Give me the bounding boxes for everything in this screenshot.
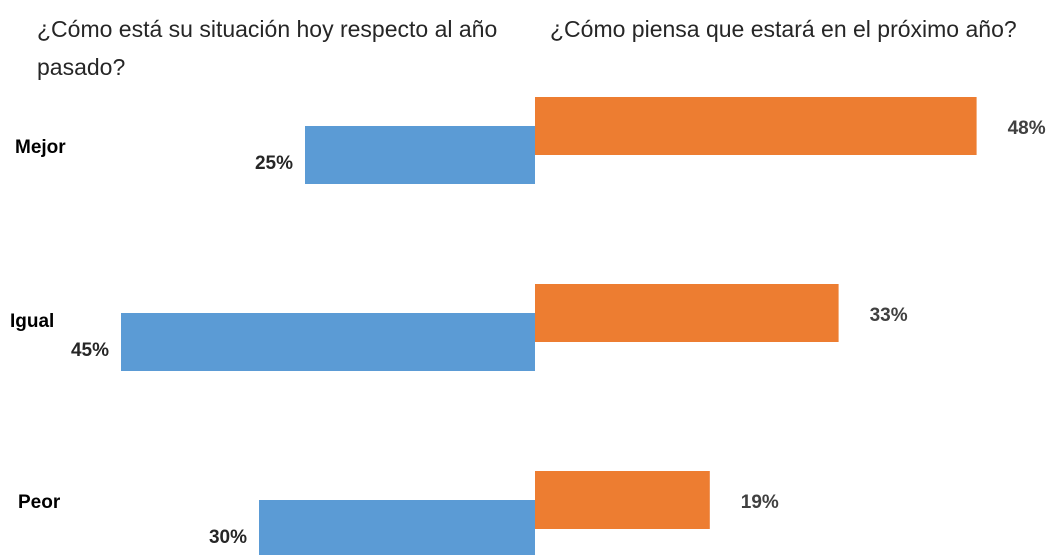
bar <box>535 97 977 155</box>
bar <box>121 313 535 371</box>
series-title: ¿Cómo piensa que estará en el próximo añ… <box>550 16 1017 42</box>
value-label: 45% <box>71 340 109 361</box>
bar <box>305 126 535 184</box>
value-label: 48% <box>1008 118 1046 139</box>
value-label: 30% <box>209 527 247 548</box>
bar <box>535 471 710 529</box>
category-label: Igual <box>10 311 54 332</box>
category-label: Mejor <box>15 137 66 158</box>
bar <box>259 500 535 555</box>
value-label: 33% <box>870 305 908 326</box>
category-label: Peor <box>18 492 61 513</box>
value-label: 19% <box>741 492 779 513</box>
value-label: 25% <box>255 153 293 174</box>
bar <box>535 284 839 342</box>
series-title: ¿Cómo está su situación hoy respecto al … <box>37 16 498 80</box>
